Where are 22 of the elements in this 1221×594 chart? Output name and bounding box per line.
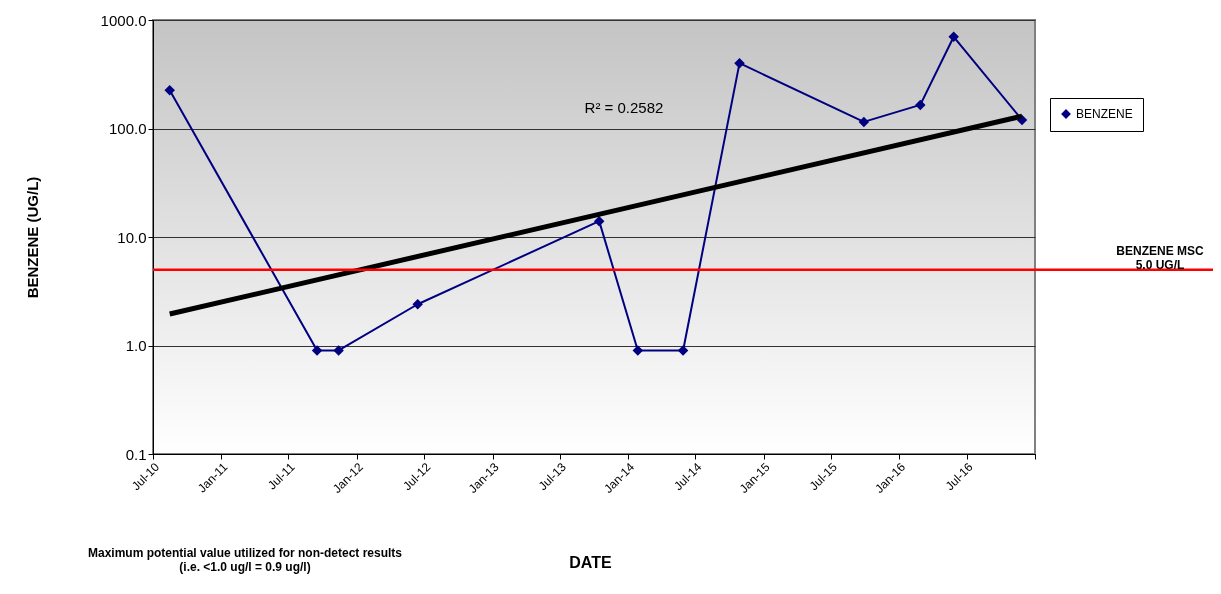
annotation: R² = 0.2582 (584, 99, 664, 116)
point (311, 345, 323, 356)
legend-label: BENZENE (1076, 107, 1133, 121)
point (915, 99, 926, 111)
point (333, 345, 344, 356)
x-axis-title: DATE (569, 553, 613, 571)
point (677, 345, 689, 356)
point (593, 215, 605, 227)
text: Maximum potential value utilized for non-detect results (i.e. <1.0 ug/l = 0.9 ug/l) (87, 546, 403, 574)
y-tick-label: 1000.0 (100, 11, 147, 29)
ref-line-label: BENZENE MSC 5.0 UG/L (1116, 243, 1204, 272)
y-tick-label: 0.1 (125, 445, 147, 463)
y-tick-label: 1.0 (125, 337, 147, 354)
point (948, 31, 959, 43)
point (734, 57, 745, 69)
point (858, 116, 870, 128)
y-tick-label: 100.0 (108, 120, 147, 137)
y-axis-title: BENZENE (UG/L) (23, 176, 41, 299)
point (632, 345, 644, 356)
point (164, 85, 175, 96)
y-tick-label: 10.0 (117, 228, 147, 246)
point (412, 299, 423, 310)
